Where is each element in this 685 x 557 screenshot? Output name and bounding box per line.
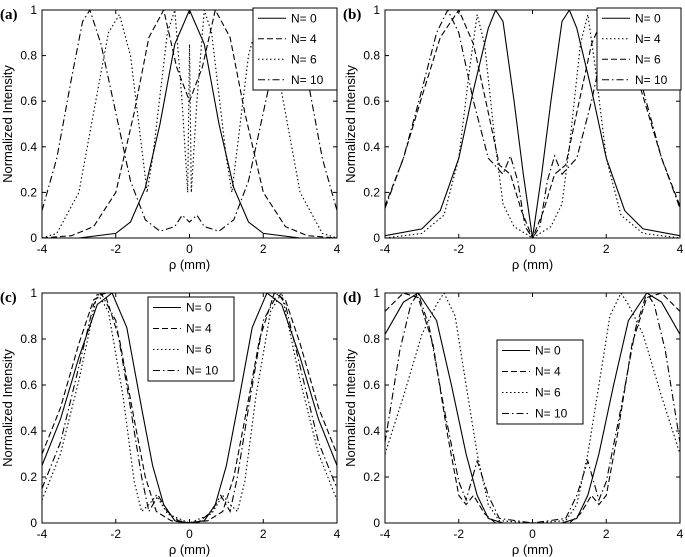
legend-label: N= 6: [186, 343, 212, 357]
x-tick-label: -4: [37, 527, 48, 541]
legend-label: N= 4: [535, 365, 561, 379]
legend-label: N= 0: [635, 11, 661, 25]
chart-panel-3: -4 -2 0 2 4 0 0.2 0.4 0.6 0.8 1 ρ (mm) Normalized In…: [343, 286, 684, 557]
x-tick-label: 2: [260, 527, 267, 541]
x-tick-label: 0: [186, 242, 193, 256]
legend-label: N= 10: [535, 407, 568, 421]
y-tick-label: 0.6: [20, 94, 37, 108]
legend-label: N= 10: [291, 73, 324, 87]
legend-box: [596, 7, 682, 91]
x-tick-label: 0: [186, 527, 193, 541]
y-tick-label: 0: [373, 516, 380, 530]
legend-label: N= 4: [186, 322, 212, 336]
x-axis-label: ρ (mm): [169, 257, 210, 272]
series-line-0: [385, 10, 680, 238]
y-tick-label: 0.4: [363, 424, 380, 438]
y-tick-label: 0.2: [363, 185, 380, 199]
y-tick-label: 0.8: [20, 49, 37, 63]
y-tick-label: 0.8: [20, 332, 37, 346]
legend: N= 0 N= 4 N= 6 N= 10: [252, 7, 338, 91]
x-tick-label: -4: [380, 242, 391, 256]
legend-label: N= 6: [535, 386, 561, 400]
y-tick-label: 0.4: [20, 424, 37, 438]
series-line-0: [42, 10, 337, 238]
x-tick-label: 4: [334, 527, 341, 541]
y-tick-label: 1: [373, 286, 380, 300]
x-tick-label: -2: [453, 242, 464, 256]
legend-box: [252, 7, 338, 91]
series-line-3: [385, 293, 680, 523]
panel-label: (d): [343, 290, 361, 306]
series-line-0: [385, 293, 680, 523]
y-tick-label: 0: [373, 231, 380, 245]
x-axis-label: ρ (mm): [512, 542, 553, 557]
y-tick-label: 0.4: [20, 140, 37, 154]
panel-label: (b): [343, 7, 361, 23]
panel-label: (a): [0, 7, 18, 23]
series-line-2: [385, 293, 680, 523]
x-tick-label: -4: [37, 242, 48, 256]
x-tick-label: -2: [453, 527, 464, 541]
x-axis-label: ρ (mm): [512, 257, 553, 272]
legend: N= 0 N= 4 N= 6 N= 10: [147, 296, 235, 382]
x-tick-label: 0: [529, 527, 536, 541]
y-tick-label: 0.6: [363, 94, 380, 108]
series-line-3: [42, 10, 337, 232]
y-axis-label: Normalized Intensity: [343, 65, 358, 183]
chart-panel-1: -4 -2 0 2 4 0 0.2 0.4 0.6 0.8 1 ρ (mm) Normalized In…: [343, 3, 684, 272]
legend-label: N= 6: [291, 52, 317, 66]
y-tick-label: 0.2: [363, 470, 380, 484]
legend-label: N= 4: [291, 32, 317, 46]
y-axis-label: Normalized Intensity: [0, 349, 15, 467]
legend: N= 0 N= 4 N= 6 N= 10: [596, 7, 682, 91]
legend: N= 0 N= 4 N= 6 N= 10: [496, 339, 584, 425]
x-tick-label: 2: [260, 242, 267, 256]
y-tick-label: 0.6: [20, 378, 37, 392]
y-tick-label: 0.4: [363, 140, 380, 154]
legend-label: N= 0: [291, 11, 317, 25]
legend-label: N= 0: [186, 301, 212, 315]
x-tick-label: 4: [677, 527, 684, 541]
series-line-1: [42, 293, 337, 523]
x-tick-label: 0: [529, 242, 536, 256]
y-tick-label: 1: [30, 3, 37, 17]
y-tick-label: 0.8: [363, 332, 380, 346]
x-tick-label: -2: [110, 527, 121, 541]
y-axis-label: Normalized Intensity: [0, 65, 15, 183]
series-line-1: [42, 10, 337, 238]
x-tick-label: 2: [603, 242, 610, 256]
chart-panel-2: -4 -2 0 2 4 0 0.2 0.4 0.6 0.8 1 ρ (mm) Normalized In…: [0, 286, 341, 557]
x-tick-label: 4: [677, 242, 684, 256]
y-tick-label: 1: [30, 286, 37, 300]
x-axis-label: ρ (mm): [169, 542, 210, 557]
y-tick-label: 0.8: [363, 49, 380, 63]
panel-label: (c): [0, 290, 17, 306]
y-tick-label: 0: [30, 231, 37, 245]
legend-box: [147, 296, 235, 382]
y-tick-label: 0.2: [20, 185, 37, 199]
y-tick-label: 0.6: [363, 378, 380, 392]
x-tick-label: -4: [380, 527, 391, 541]
legend-label: N= 6: [635, 52, 661, 66]
y-axis-label: Normalized Intensity: [343, 349, 358, 467]
y-tick-label: 1: [373, 3, 380, 17]
y-tick-label: 0: [30, 516, 37, 530]
x-tick-label: 4: [334, 242, 341, 256]
y-tick-label: 0.2: [20, 470, 37, 484]
chart-panel-0: -4 -2 0 2 4 0 0.2 0.4 0.6 0.8 1 ρ (mm) Normalized In…: [0, 3, 341, 272]
legend-label: N= 10: [186, 364, 219, 378]
series-line-1: [385, 14, 680, 238]
x-tick-label: -2: [110, 242, 121, 256]
legend-label: N= 4: [635, 32, 661, 46]
legend-box: [496, 339, 584, 425]
legend-label: N= 0: [535, 344, 561, 358]
x-tick-label: 2: [603, 527, 610, 541]
legend-label: N= 10: [635, 73, 668, 87]
